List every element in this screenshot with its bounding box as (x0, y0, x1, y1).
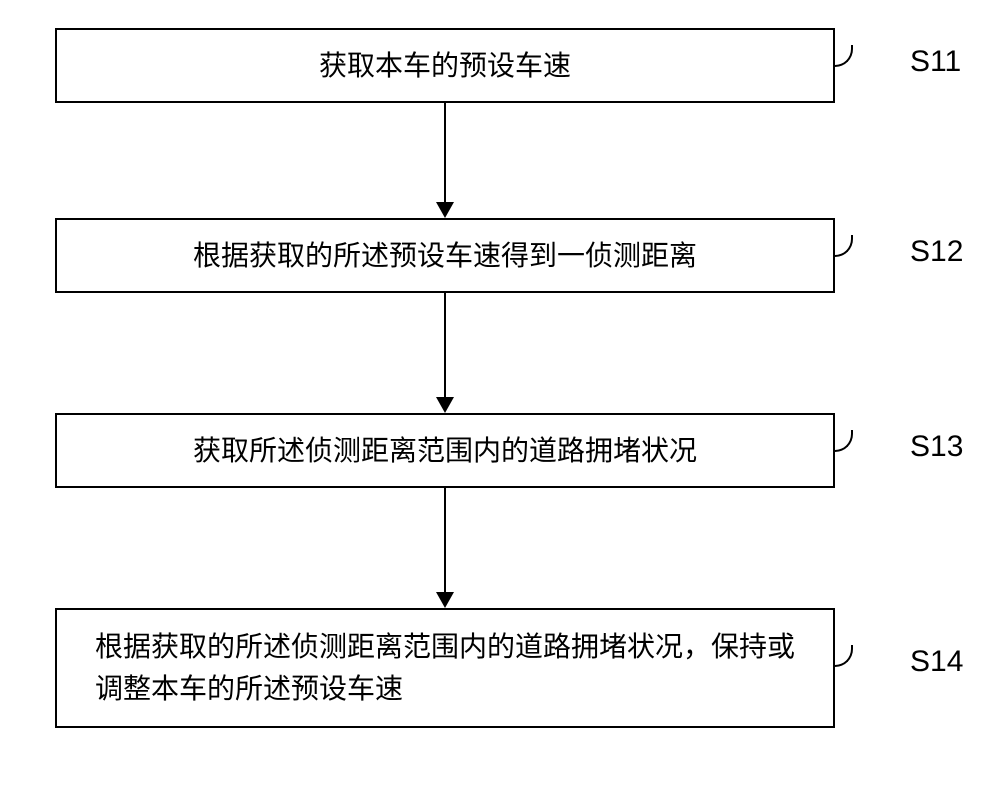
arrow-line-2 (444, 293, 446, 397)
arrow-head-2 (436, 397, 454, 413)
step-label-s13: S13 (910, 430, 963, 464)
step-label-s12: S12 (910, 235, 963, 269)
connector-s14 (835, 645, 853, 667)
connector-s11 (835, 45, 853, 67)
step-text-s13: 获取所述侦测距离范围内的道路拥堵状况 (193, 430, 697, 472)
step-label-s11: S11 (910, 45, 961, 79)
step-box-s12: 根据获取的所述预设车速得到一侦测距离 (55, 218, 835, 293)
connector-s13 (835, 430, 853, 452)
step-text-s12: 根据获取的所述预设车速得到一侦测距离 (193, 235, 697, 277)
connector-s12 (835, 235, 853, 257)
arrow-head-3 (436, 592, 454, 608)
step-text-s14: 根据获取的所述侦测距离范围内的道路拥堵状况，保持或调整本车的所述预设车速 (95, 626, 795, 710)
arrow-line-1 (444, 103, 446, 202)
step-box-s13: 获取所述侦测距离范围内的道路拥堵状况 (55, 413, 835, 488)
step-text-s11: 获取本车的预设车速 (319, 45, 571, 87)
step-box-s14: 根据获取的所述侦测距离范围内的道路拥堵状况，保持或调整本车的所述预设车速 (55, 608, 835, 728)
step-label-s14: S14 (910, 645, 963, 679)
arrow-line-3 (444, 488, 446, 592)
step-box-s11: 获取本车的预设车速 (55, 28, 835, 103)
arrow-head-1 (436, 202, 454, 218)
flowchart-canvas: 获取本车的预设车速 S11 根据获取的所述预设车速得到一侦测距离 S12 获取所… (0, 0, 1000, 787)
